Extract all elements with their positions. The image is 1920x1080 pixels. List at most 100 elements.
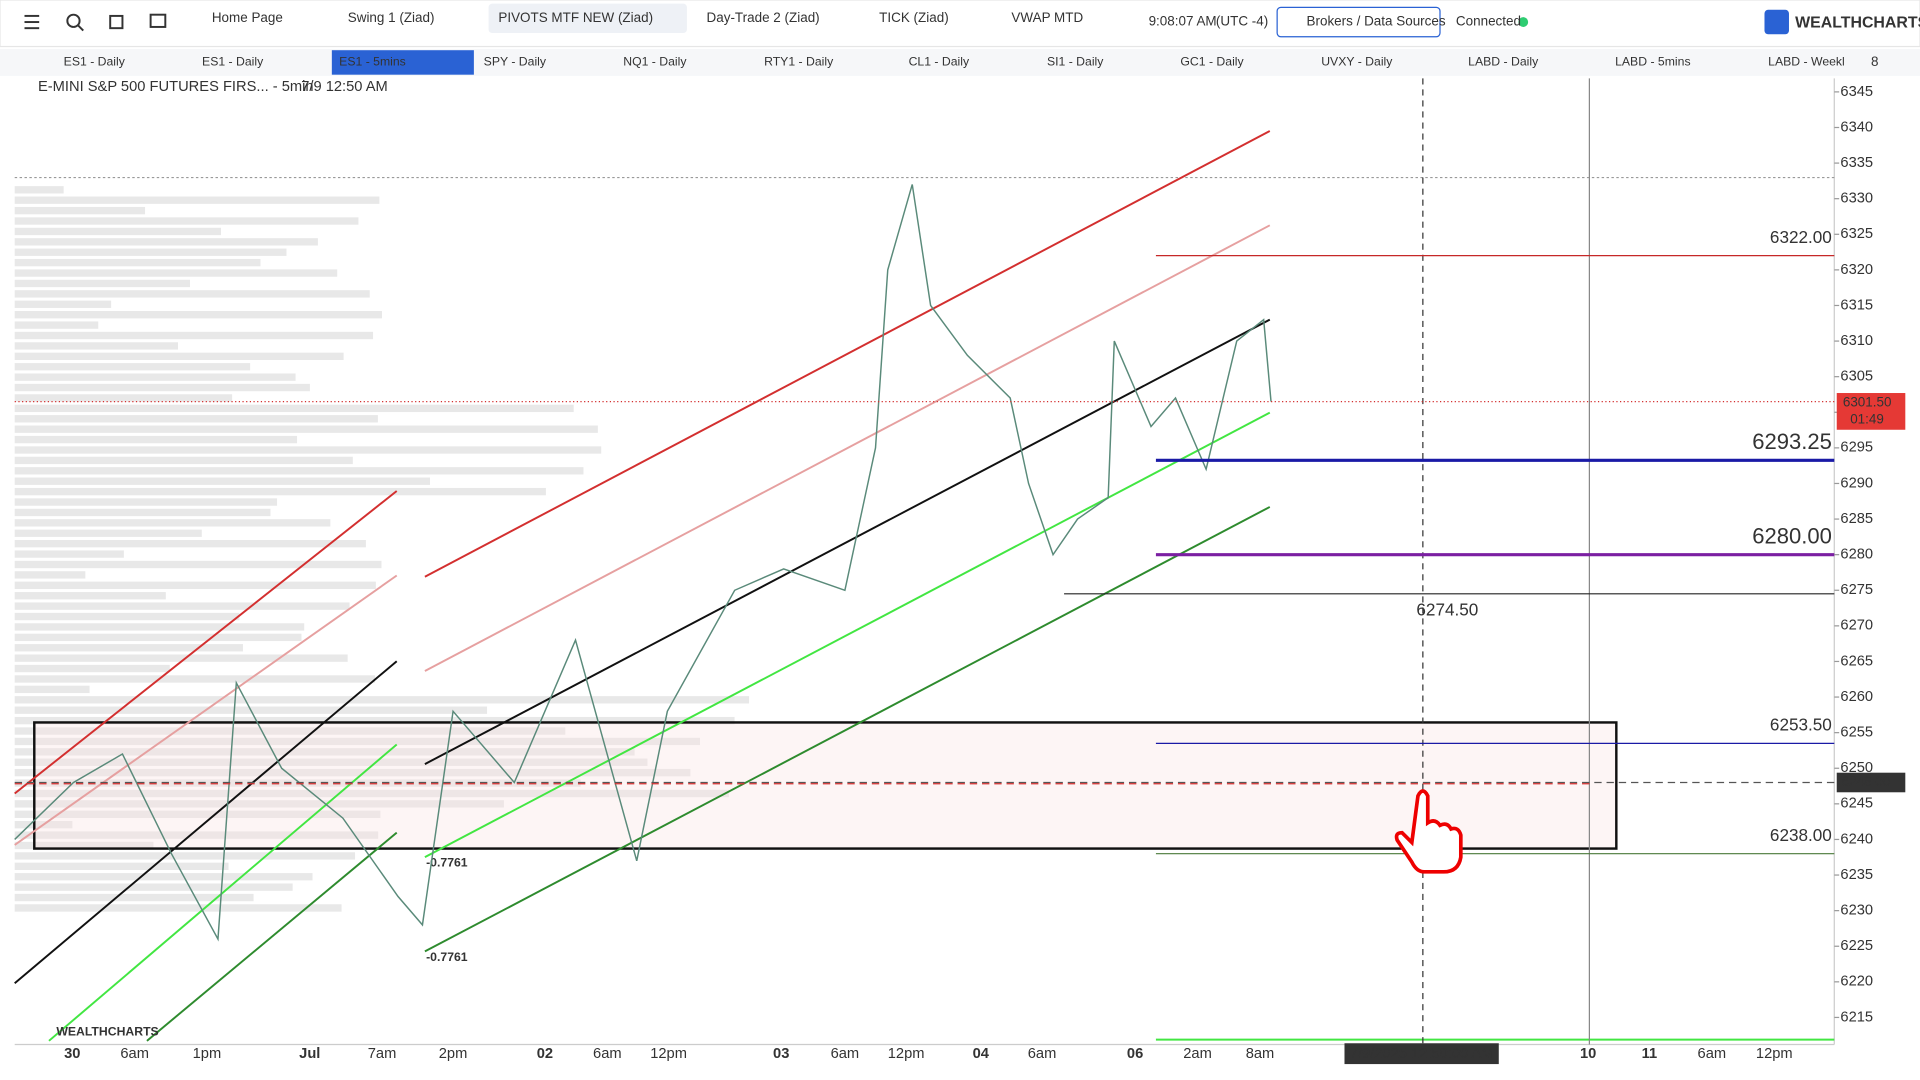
level-label: 6322.00 xyxy=(1770,227,1832,247)
volume-profile-bar xyxy=(14,519,331,527)
volume-profile-bar xyxy=(14,446,602,454)
volume-profile-bar xyxy=(14,862,229,870)
chart-tab[interactable]: SPY - Daily xyxy=(484,55,547,69)
y-tick-label: 6290 xyxy=(1840,475,1873,491)
tab-count[interactable]: 8 xyxy=(1871,54,1878,69)
chart-tab[interactable]: SI1 - Daily xyxy=(1047,55,1104,69)
chart-tab[interactable]: ES1 - 5mins xyxy=(339,55,406,69)
chart-tab[interactable]: ES1 - Daily xyxy=(64,55,126,69)
volume-profile-bar xyxy=(14,664,170,673)
volume-profile-bar xyxy=(14,800,504,808)
volume-profile-bar xyxy=(14,716,735,725)
x-tick-label: 6am xyxy=(593,1046,622,1062)
y-tick-label: 6235 xyxy=(1840,867,1873,883)
volume-profile-bar xyxy=(14,852,356,860)
countdown: 01:49 xyxy=(1850,412,1884,427)
x-tick-label: 11 xyxy=(1642,1046,1658,1062)
chart-tab[interactable]: UVXY - Daily xyxy=(1321,55,1393,69)
volume-profile-bar xyxy=(14,737,700,746)
volume-profile-bar xyxy=(14,768,691,777)
volume-profile-bar xyxy=(14,685,90,694)
volume-profile-bar xyxy=(14,467,584,475)
y-tick-label: 6295 xyxy=(1840,440,1873,456)
y-tick-label: 6215 xyxy=(1840,1009,1873,1025)
volume-profile-bar xyxy=(14,487,546,496)
y-tick-label: 6335 xyxy=(1840,155,1873,171)
y-tick-label: 6285 xyxy=(1840,511,1873,527)
volume-profile-bar xyxy=(14,696,750,704)
volume-profile-bar xyxy=(14,352,344,360)
volume-profile-bar xyxy=(14,321,99,329)
connection-status: Connected xyxy=(1456,14,1521,29)
chart-tab[interactable]: CL1 - Daily xyxy=(909,55,970,69)
volume-profile-bar xyxy=(14,529,202,537)
x-tick-label: 6am xyxy=(1028,1046,1057,1062)
x-tick-label: 2am xyxy=(1183,1046,1212,1062)
x-tick-label: Jul xyxy=(299,1046,320,1062)
volume-profile-bar xyxy=(14,904,342,912)
price-line xyxy=(14,184,1272,942)
x-tick-label: 12pm xyxy=(888,1046,925,1062)
workspace-tab[interactable]: PIVOTS MTF NEW (Ziad) xyxy=(498,10,653,25)
workspace-tab[interactable]: TICK (Ziad) xyxy=(879,10,949,25)
workspace-tab[interactable]: Swing 1 (Ziad) xyxy=(348,10,435,25)
volume-profile-bar xyxy=(14,623,305,631)
volume-profile-bar xyxy=(14,508,271,517)
volume-profile-bar xyxy=(14,435,298,444)
brokers-button[interactable]: Brokers / Data Sources xyxy=(1307,14,1446,29)
chart-tab[interactable]: RTY1 - Daily xyxy=(764,55,834,69)
y-tick-label: 6260 xyxy=(1840,689,1873,705)
level-label: 6253.50 xyxy=(1770,715,1832,735)
y-tick-label: 6320 xyxy=(1840,262,1873,278)
workspace-tab[interactable]: Day-Trade 2 (Ziad) xyxy=(707,10,820,25)
volume-profile-bar xyxy=(14,477,430,485)
x-tick-label: 6am xyxy=(120,1046,149,1062)
volume-profile-bar xyxy=(14,217,359,225)
workspace-tab[interactable]: Home Page xyxy=(212,10,283,25)
y-tick-label: 6345 xyxy=(1840,84,1873,100)
chart-tab[interactable]: LABD - 5mins xyxy=(1615,55,1690,69)
volume-profile-bar xyxy=(14,363,251,371)
volume-profile-bar xyxy=(14,841,154,850)
volume-profile-bar xyxy=(14,300,112,308)
volume-profile-bar xyxy=(14,810,381,818)
workspace-tab[interactable]: VWAP MTD xyxy=(1011,10,1083,25)
x-tick-label: 1pm xyxy=(193,1046,222,1062)
chart-tab[interactable]: ES1 - Daily xyxy=(202,55,264,69)
volume-profile-bar xyxy=(14,893,254,902)
chart-tab[interactable]: LABD - Weekl xyxy=(1768,55,1845,69)
volume-profile-bar xyxy=(14,602,350,610)
y-tick-label: 6305 xyxy=(1840,369,1873,385)
volume-profile-bar xyxy=(14,394,233,402)
volume-profile-bar xyxy=(14,290,370,298)
volume-profile-bar xyxy=(14,311,382,319)
volume-profile-bar xyxy=(14,383,310,392)
current-price-label: 6301.50 xyxy=(1843,394,1892,409)
volume-profile-bar xyxy=(14,425,598,433)
x-tick-label: 6am xyxy=(1698,1046,1727,1062)
volume-profile-bar xyxy=(14,873,313,881)
volume-profile-bar xyxy=(14,248,287,256)
volume-profile-bar xyxy=(14,612,240,621)
y-tick-label: 6275 xyxy=(1840,582,1873,598)
y-tick-label: 6240 xyxy=(1840,831,1873,847)
y-tick-label: 6325 xyxy=(1840,226,1873,242)
chart-time: 7/9 12:50 AM xyxy=(301,79,388,95)
volume-profile-bar xyxy=(14,269,338,277)
current-price-tag xyxy=(1836,393,1906,430)
x-tick-label: 12pm xyxy=(1756,1046,1793,1062)
crosshair-price-label: 6248.00 xyxy=(1842,774,1891,789)
volume-profile-bar xyxy=(14,550,124,558)
chart-tab[interactable]: LABD - Daily xyxy=(1468,55,1539,69)
volume-profile-bar xyxy=(14,560,382,569)
x-tick-label: 06 xyxy=(1127,1046,1143,1062)
chart-tab[interactable]: NQ1 - Daily xyxy=(623,55,687,69)
level-label: 6238.00 xyxy=(1770,825,1832,845)
x-tick-label: 12pm xyxy=(650,1046,687,1062)
volume-profile-bar xyxy=(14,789,729,798)
x-tick-label: 04 xyxy=(973,1046,990,1062)
y-tick-label: 6230 xyxy=(1840,903,1873,919)
chart-tab[interactable]: GC1 - Daily xyxy=(1180,55,1244,69)
volume-profile-bar xyxy=(14,196,380,204)
